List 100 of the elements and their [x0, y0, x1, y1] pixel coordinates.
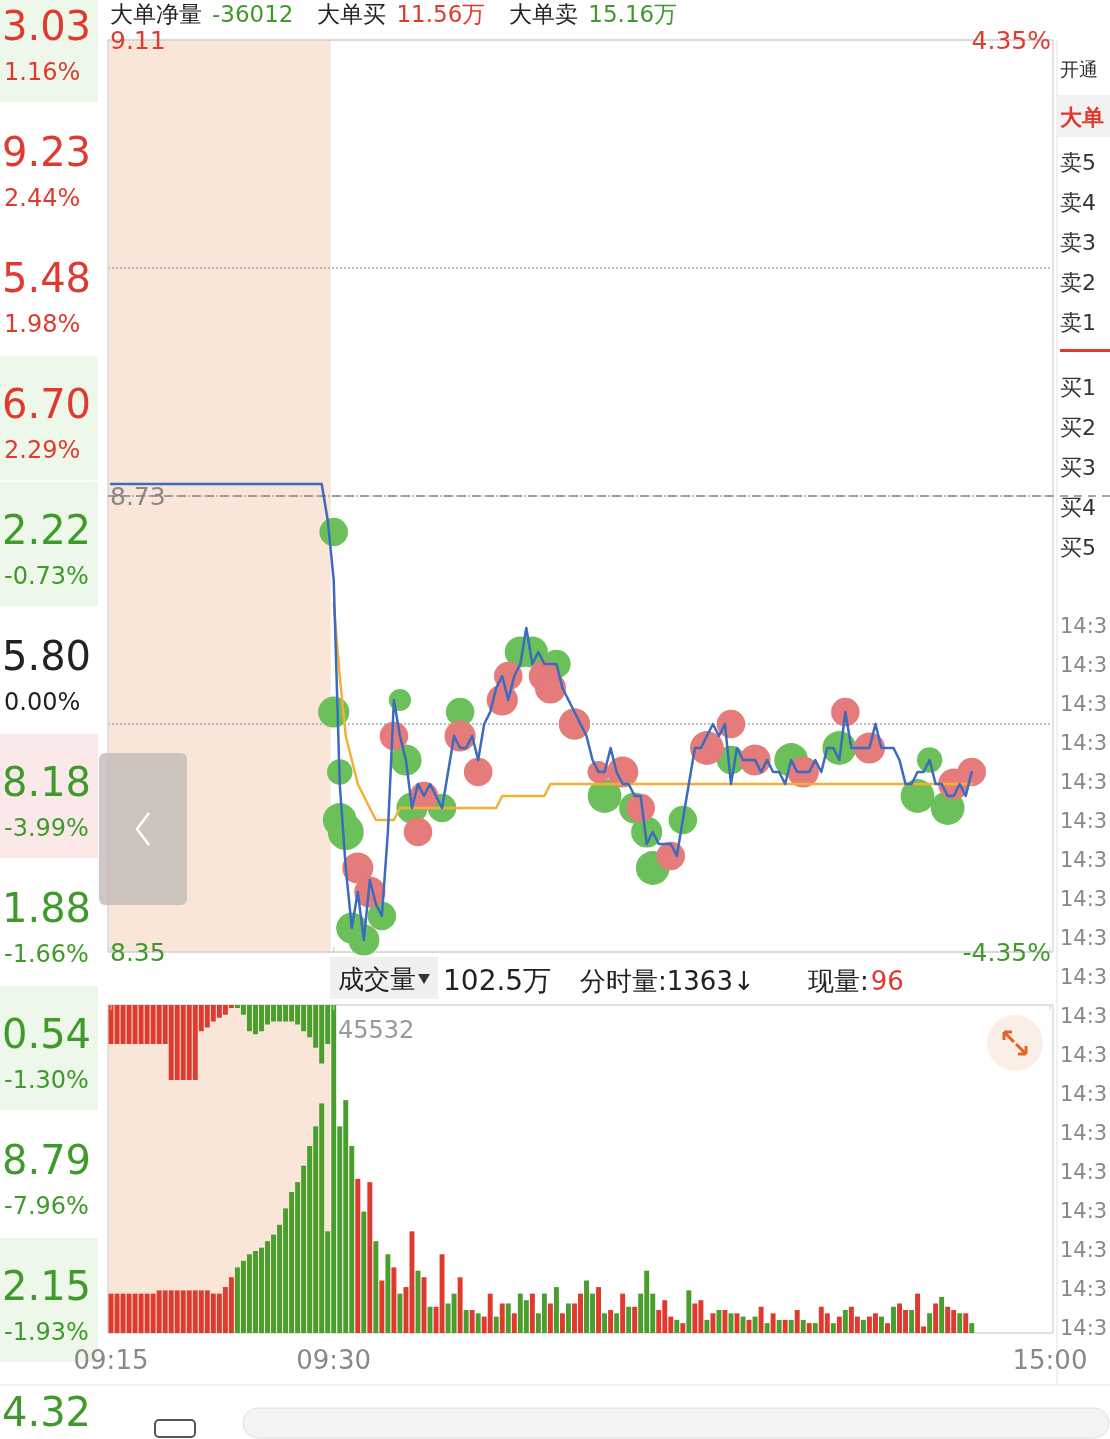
bar	[469, 1310, 475, 1333]
bar	[475, 1313, 481, 1333]
text: -36012	[212, 1, 294, 27]
bar	[770, 1313, 776, 1333]
bar	[529, 1293, 535, 1333]
text: 2.44%	[4, 184, 81, 212]
text: 大单净量	[110, 1, 202, 27]
text: 3.03	[2, 3, 92, 49]
text: 11.56万	[396, 1, 486, 27]
y-tick-label: 9.11	[110, 25, 166, 55]
bar	[674, 1319, 680, 1333]
text: 0.54	[2, 1011, 92, 1057]
bar	[957, 1313, 963, 1333]
bar	[758, 1306, 764, 1333]
bar	[710, 1313, 716, 1333]
text: 102.5万	[443, 964, 552, 997]
bar	[878, 1316, 884, 1333]
text: 1.16%	[4, 58, 81, 86]
text: 14:3	[1060, 1238, 1108, 1262]
text: 14:3	[1060, 614, 1108, 638]
text: 14:3	[1060, 926, 1108, 950]
bar	[373, 1241, 379, 1333]
chart-title: 成交量	[338, 964, 416, 994]
text: 1.98%	[4, 310, 81, 338]
text: 14:3	[1060, 1277, 1108, 1301]
bar	[367, 1182, 373, 1333]
text: 开通	[1060, 58, 1098, 80]
text: 5.80	[2, 633, 92, 679]
bar	[565, 1303, 571, 1333]
bar	[385, 1254, 391, 1333]
text: 大单卖	[509, 1, 579, 27]
text: 买2	[1060, 415, 1096, 440]
bar	[686, 1290, 692, 1333]
text: 14:3	[1060, 1121, 1108, 1145]
bar	[716, 1310, 722, 1333]
text: 14:3	[1060, 809, 1108, 833]
bar	[927, 1313, 933, 1333]
bar	[909, 1310, 915, 1333]
text: 大单买	[317, 1, 387, 27]
bar	[547, 1303, 553, 1333]
bar	[457, 1277, 463, 1333]
text: 卖2	[1060, 270, 1096, 295]
text: 9.23	[2, 129, 92, 175]
bar	[463, 1310, 469, 1333]
x-tick-label: 15:00	[1012, 1345, 1088, 1375]
text: 96	[870, 966, 904, 996]
bar	[812, 1323, 818, 1333]
bar	[939, 1296, 945, 1333]
bar	[391, 1267, 397, 1333]
bar	[842, 1310, 848, 1333]
text: 卖4	[1060, 190, 1096, 215]
bar	[782, 1319, 788, 1333]
bar	[860, 1319, 866, 1333]
bar	[891, 1306, 896, 1333]
bar	[493, 1316, 499, 1333]
bar	[602, 1313, 608, 1333]
bar	[788, 1319, 794, 1333]
text: 14:3	[1060, 848, 1108, 872]
bar	[800, 1319, 806, 1333]
x-tick-label: 09:15	[73, 1345, 149, 1375]
text: 14:3	[1060, 965, 1108, 989]
text: 14:3	[1060, 1004, 1108, 1028]
text: 买1	[1060, 375, 1096, 400]
bar	[355, 1178, 361, 1333]
text: 1.88	[2, 885, 92, 931]
bar	[752, 1316, 758, 1333]
text: 14:3	[1060, 653, 1108, 677]
bar	[596, 1287, 602, 1333]
bar	[505, 1303, 511, 1333]
bar	[933, 1303, 939, 1333]
text: 14:3	[1060, 1160, 1108, 1184]
bar	[553, 1287, 559, 1333]
bar	[764, 1323, 770, 1333]
text: 大单	[1060, 105, 1104, 130]
bar	[722, 1310, 728, 1333]
y-tick-label: 8.35	[110, 937, 166, 967]
bar	[969, 1323, 975, 1333]
bar	[885, 1323, 890, 1333]
bar	[361, 1211, 367, 1333]
text: 买5	[1060, 535, 1096, 560]
text: -0.73%	[4, 562, 89, 590]
bar	[746, 1319, 752, 1333]
text: -3.99%	[4, 814, 89, 842]
bar	[680, 1323, 686, 1333]
bar	[963, 1313, 969, 1333]
annotation: 45532	[338, 1016, 415, 1044]
text: 2.22	[2, 507, 92, 553]
bar	[511, 1313, 517, 1333]
bar	[830, 1323, 836, 1333]
text: 14:3	[1060, 731, 1108, 755]
text: 15.16万	[588, 1, 678, 27]
text: 14:3	[1060, 1316, 1108, 1340]
text: 2.29%	[4, 436, 81, 464]
text: 6.70	[2, 381, 92, 427]
text: 8.18	[2, 759, 92, 805]
bar	[794, 1310, 800, 1333]
text: -1.93%	[4, 1318, 89, 1346]
bar	[608, 1310, 614, 1333]
x-tick-label: 09:30	[296, 1345, 372, 1375]
text: -7.96%	[4, 1192, 89, 1220]
